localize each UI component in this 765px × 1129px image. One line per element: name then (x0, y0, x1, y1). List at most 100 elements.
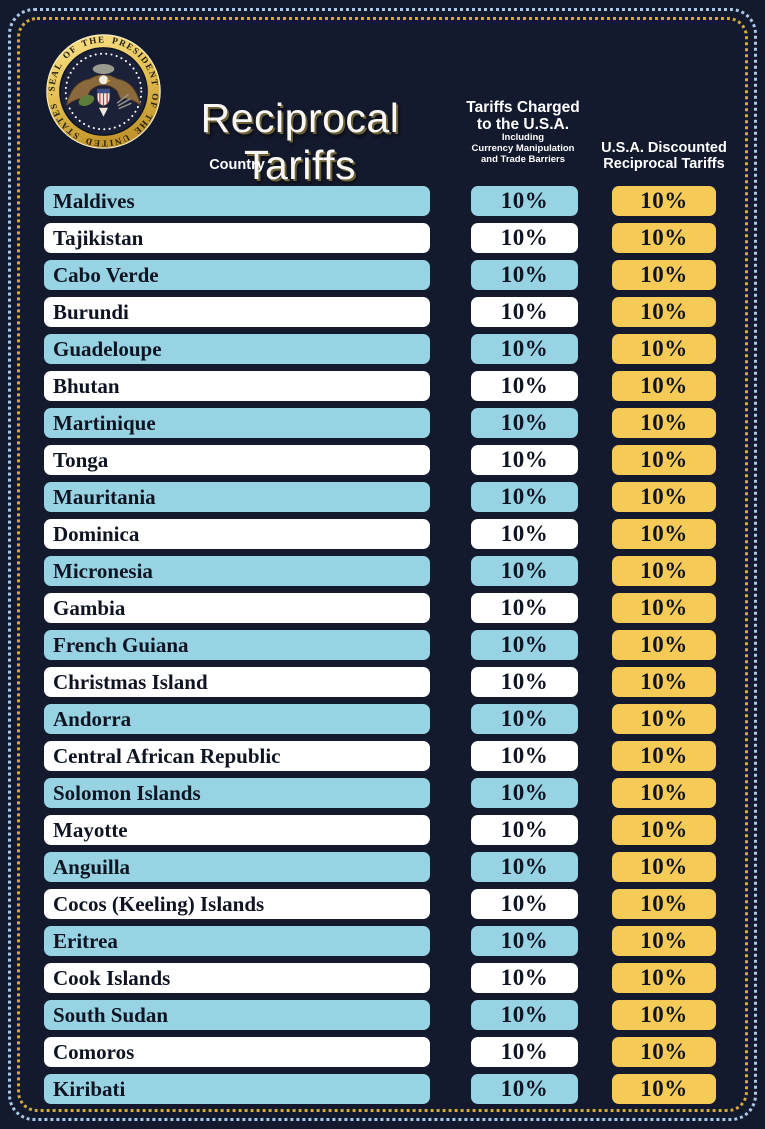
charged-cell: 10% (471, 778, 578, 808)
discounted-cell: 10% (612, 519, 716, 549)
table-row: Guadeloupe 10% 10% (0, 334, 765, 364)
charged-cell: 10% (471, 519, 578, 549)
discounted-header-line2: Reciprocal Tariffs (603, 156, 725, 173)
discounted-cell: 10% (612, 260, 716, 290)
charged-cell: 10% (471, 334, 578, 364)
country-cell: Comoros (44, 1037, 430, 1067)
table-row: Bhutan 10% 10% (0, 371, 765, 401)
country-cell: Gambia (44, 593, 430, 623)
country-cell: Micronesia (44, 556, 430, 586)
country-cell: Cook Islands (44, 963, 430, 993)
discounted-cell: 10% (612, 741, 716, 771)
charged-cell: 10% (471, 630, 578, 660)
charged-cell: 10% (471, 371, 578, 401)
table-row: Mayotte 10% 10% (0, 815, 765, 845)
country-cell: Martinique (44, 408, 430, 438)
table-row: Tajikistan 10% 10% (0, 223, 765, 253)
discounted-cell: 10% (612, 852, 716, 882)
discounted-cell: 10% (612, 1074, 716, 1104)
country-cell: Maldives (44, 186, 430, 216)
country-cell: South Sudan (44, 1000, 430, 1030)
charged-header-sub2: Currency Manipulation (471, 143, 575, 155)
table-row: Comoros 10% 10% (0, 1037, 765, 1067)
country-cell: Cocos (Keeling) Islands (44, 889, 430, 919)
country-cell: Andorra (44, 704, 430, 734)
seal-eagle (65, 64, 142, 117)
discounted-cell: 10% (612, 556, 716, 586)
table-row: Eritrea 10% 10% (0, 926, 765, 956)
charged-cell: 10% (471, 186, 578, 216)
discounted-cell: 10% (612, 667, 716, 697)
table-row: French Guiana 10% 10% (0, 630, 765, 660)
country-cell: Mauritania (44, 482, 430, 512)
country-cell: Burundi (44, 297, 430, 327)
table-row: Maldives 10% 10% (0, 186, 765, 216)
table-row: Cabo Verde 10% 10% (0, 260, 765, 290)
discounted-cell: 10% (612, 889, 716, 919)
charged-cell: 10% (471, 223, 578, 253)
charged-cell: 10% (471, 445, 578, 475)
page-title: Reciprocal Tariffs (200, 95, 400, 189)
charged-cell: 10% (471, 667, 578, 697)
charged-cell: 10% (471, 556, 578, 586)
table-row: Martinique 10% 10% (0, 408, 765, 438)
charged-cell: 10% (471, 889, 578, 919)
table-row: Cook Islands 10% 10% (0, 963, 765, 993)
charged-cell: 10% (471, 593, 578, 623)
charged-cell: 10% (471, 1074, 578, 1104)
charged-cell: 10% (471, 741, 578, 771)
discounted-header-line1: U.S.A. Discounted (601, 140, 727, 156)
charged-header-sub1: Including (501, 132, 545, 144)
discounted-cell: 10% (612, 1037, 716, 1067)
column-header-country: Country (209, 157, 265, 173)
country-cell: Mayotte (44, 815, 430, 845)
charged-cell: 10% (471, 297, 578, 327)
table-row: Mauritania 10% 10% (0, 482, 765, 512)
discounted-cell: 10% (612, 223, 716, 253)
discounted-cell: 10% (612, 334, 716, 364)
column-header-discounted: U.S.A. Discounted Reciprocal Tariffs (594, 140, 734, 172)
country-cell: Bhutan (44, 371, 430, 401)
discounted-cell: 10% (612, 926, 716, 956)
country-cell: Eritrea (44, 926, 430, 956)
charged-header-sub3: and Trade Barriers (481, 154, 565, 166)
presidential-seal-icon: SEAL OF THE PRESIDENT OF THE UNITED STAT… (45, 33, 161, 149)
table-row: Kiribati 10% 10% (0, 1074, 765, 1104)
column-header-charged: Tariffs Charged to the U.S.A. Including … (450, 99, 596, 166)
charged-cell: 10% (471, 1000, 578, 1030)
table-row: Dominica 10% 10% (0, 519, 765, 549)
charged-cell: 10% (471, 926, 578, 956)
table-row: Anguilla 10% 10% (0, 852, 765, 882)
charged-header-line2: to the U.S.A. (476, 115, 570, 133)
discounted-cell: 10% (612, 297, 716, 327)
discounted-cell: 10% (612, 408, 716, 438)
charged-cell: 10% (471, 260, 578, 290)
charged-cell: 10% (471, 482, 578, 512)
charged-cell: 10% (471, 408, 578, 438)
seal-star-ring (64, 52, 143, 131)
discounted-cell: 10% (612, 630, 716, 660)
discounted-cell: 10% (612, 186, 716, 216)
table-row: Tonga 10% 10% (0, 445, 765, 475)
country-cell: French Guiana (44, 630, 430, 660)
country-cell: Solomon Islands (44, 778, 430, 808)
charged-cell: 10% (471, 963, 578, 993)
discounted-cell: 10% (612, 445, 716, 475)
country-cell: Anguilla (44, 852, 430, 882)
country-cell: Dominica (44, 519, 430, 549)
discounted-cell: 10% (612, 593, 716, 623)
table-row: Cocos (Keeling) Islands 10% 10% (0, 889, 765, 919)
discounted-cell: 10% (612, 815, 716, 845)
charged-header-line1: Tariffs Charged (466, 99, 580, 116)
country-cell: Guadeloupe (44, 334, 430, 364)
country-cell: Cabo Verde (44, 260, 430, 290)
table-row: South Sudan 10% 10% (0, 1000, 765, 1030)
charged-cell: 10% (471, 815, 578, 845)
country-cell: Tonga (44, 445, 430, 475)
discounted-cell: 10% (612, 371, 716, 401)
tariff-table: Maldives 10% 10% Tajikistan 10% 10% Cabo Verde… (0, 186, 765, 1104)
charged-cell: 10% (471, 704, 578, 734)
table-row: Gambia 10% 10% (0, 593, 765, 623)
discounted-cell: 10% (612, 704, 716, 734)
